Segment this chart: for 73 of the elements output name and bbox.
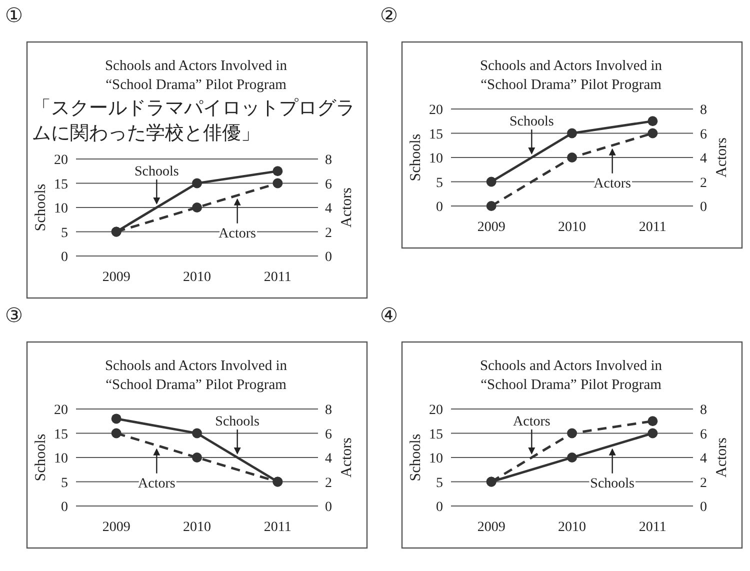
y2-tick-label: 2 [325, 226, 332, 241]
y2-tick-label: 0 [325, 250, 332, 265]
chart-title: Schools and Actors Involved in “School Drama” Pilot Program [480, 58, 663, 93]
y-tick-label: 0 [61, 500, 68, 515]
text: ② [380, 3, 398, 27]
y2-tick-label: 4 [325, 202, 332, 216]
y2-tick-label: 4 [700, 152, 707, 166]
y2-tick-label: 6 [325, 427, 332, 442]
y-tick-label: 15 [54, 177, 68, 192]
y-tick-label: 20 [429, 403, 443, 418]
text: ① [5, 3, 23, 27]
x-tick-label: 2011 [638, 220, 666, 235]
y-axis-title: Schools [33, 184, 49, 232]
text: ④ [380, 303, 398, 327]
y-tick-label: 15 [54, 427, 68, 442]
x-tick-label: 2010 [558, 220, 586, 235]
y-tick-label: 10 [429, 452, 443, 466]
x-tick-label: 2009 [477, 220, 506, 235]
y-axis-title: Schools [408, 434, 424, 482]
y-tick-label: 5 [436, 476, 443, 491]
y2-tick-label: 0 [325, 500, 332, 515]
x-tick-label: 2010 [558, 520, 586, 535]
y-tick-label: 20 [429, 103, 443, 118]
chart-title: Schools and Actors Involved in “School Drama” Pilot Program [104, 58, 288, 93]
y-tick-label: 10 [429, 152, 443, 166]
y-tick-label: 5 [61, 226, 68, 241]
y2-tick-label: 8 [700, 103, 707, 118]
chart-title: Schools and Actors Involved in “School Drama” Pilot Program [104, 358, 288, 393]
y-tick-label: 10 [54, 202, 68, 216]
x-tick-label: 2010 [183, 270, 211, 285]
chart-subtitle: 「スクールドラマパイロットプログラムに関わった学校と俳優」 [32, 98, 355, 144]
y2-axis-title: Actors [339, 437, 355, 478]
chart-title: Schools and Actors Involved in “School Drama” Pilot Program [480, 358, 663, 393]
y2-tick-label: 8 [325, 403, 332, 418]
x-tick-label: 2009 [477, 520, 506, 535]
y-tick-label: 0 [436, 500, 443, 515]
y2-tick-label: 8 [325, 153, 332, 168]
y2-tick-label: 2 [325, 476, 332, 491]
y-tick-label: 0 [436, 200, 443, 215]
series-label: Schools [215, 414, 260, 430]
x-tick-label: 2010 [183, 520, 211, 535]
y2-tick-label: 6 [325, 177, 332, 192]
y2-tick-label: 4 [700, 452, 707, 466]
y2-tick-label: 2 [700, 176, 707, 191]
y-tick-label: 20 [54, 403, 68, 418]
series-label: Schools [134, 164, 179, 180]
x-tick-label: 2011 [638, 520, 666, 535]
y-tick-label: 5 [61, 476, 68, 491]
y2-tick-label: 0 [700, 500, 707, 515]
y2-axis-title: Actors [339, 187, 355, 228]
y-tick-label: 10 [54, 452, 68, 466]
y2-axis-title: Actors [714, 437, 730, 478]
x-tick-label: 2009 [102, 270, 130, 285]
y2-axis-title: Actors [714, 137, 730, 178]
x-tick-label: 2011 [264, 520, 292, 535]
series-label: Schools [509, 114, 554, 130]
y-tick-label: 5 [436, 176, 443, 191]
x-tick-label: 2011 [264, 270, 292, 285]
y2-tick-label: 0 [700, 200, 707, 215]
y2-tick-label: 6 [700, 427, 707, 442]
x-tick-label: 2009 [102, 520, 130, 535]
y-tick-label: 20 [54, 153, 68, 168]
y-tick-label: 0 [61, 250, 68, 265]
y2-tick-label: 2 [700, 476, 707, 491]
y-tick-label: 15 [429, 427, 443, 442]
y-axis-title: Schools [33, 434, 49, 482]
y-tick-label: 15 [429, 127, 443, 142]
y2-tick-label: 4 [325, 452, 332, 466]
y2-tick-label: 8 [700, 403, 707, 418]
text: ③ [5, 303, 23, 327]
y2-tick-label: 6 [700, 127, 707, 142]
y-axis-title: Schools [408, 134, 424, 182]
series-label: Actors [513, 414, 550, 430]
